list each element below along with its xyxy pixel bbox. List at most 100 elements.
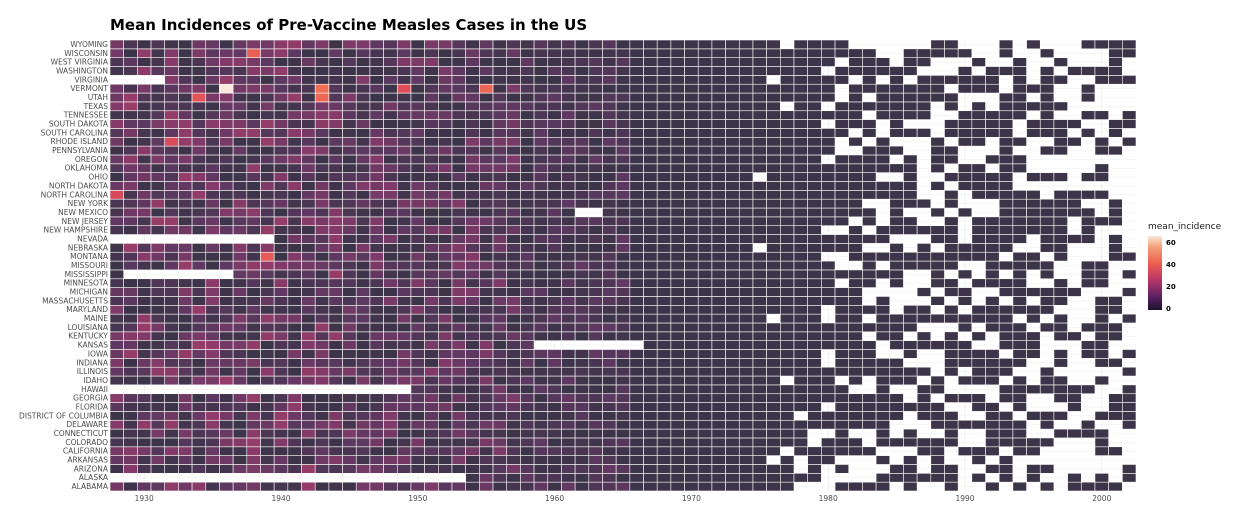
heatmap-cell — [301, 207, 316, 218]
heatmap-cell — [533, 181, 549, 191]
heatmap-cell — [1067, 287, 1082, 297]
heatmap-cell — [561, 464, 576, 474]
heatmap-cell — [889, 66, 904, 76]
heatmap-cell — [465, 154, 480, 165]
heatmap-cell — [643, 75, 658, 85]
heatmap-cell — [780, 384, 795, 395]
heatmap-cell — [164, 287, 179, 297]
heatmap-cell — [629, 269, 644, 280]
heatmap-cell — [643, 48, 658, 58]
heatmap-cell — [164, 181, 179, 191]
heatmap-cell — [328, 313, 343, 324]
heatmap-cell — [383, 39, 398, 50]
heatmap-cell — [479, 57, 494, 67]
heatmap-cell — [834, 269, 850, 280]
heatmap-cell — [410, 110, 425, 120]
heatmap-cell — [410, 251, 425, 262]
heatmap-cell — [547, 287, 562, 297]
heatmap-cell — [396, 198, 412, 209]
heatmap-cell — [1094, 39, 1109, 50]
heatmap-cell — [752, 234, 767, 244]
heatmap-cell — [342, 402, 357, 412]
heatmap-cell — [793, 225, 808, 235]
heatmap-cell — [574, 349, 590, 359]
heatmap-cell — [1026, 446, 1041, 456]
heatmap-cell — [465, 304, 480, 315]
heatmap-cell — [314, 428, 330, 439]
heatmap-cell — [862, 349, 877, 359]
heatmap-cell — [1094, 296, 1109, 306]
heatmap-cell — [547, 322, 562, 333]
legend-tick-label: 60 — [1166, 238, 1176, 247]
heatmap-cell — [684, 349, 699, 359]
heatmap-cell — [273, 296, 289, 306]
heatmap-cell — [547, 119, 562, 129]
heatmap-cell — [574, 269, 590, 280]
heatmap-cell — [875, 402, 891, 412]
heatmap-cell — [944, 304, 959, 315]
heatmap-cell — [670, 145, 685, 156]
heatmap-cell — [752, 269, 767, 280]
heatmap-cell — [821, 234, 836, 244]
heatmap-cell — [615, 198, 631, 209]
heatmap-cell — [971, 331, 986, 341]
heatmap-cell — [232, 446, 248, 456]
heatmap-cell — [807, 163, 822, 173]
heatmap-cell — [123, 358, 138, 368]
heatmap-cell — [752, 83, 767, 94]
heatmap-cell — [807, 464, 822, 474]
heatmap-cell — [1053, 75, 1068, 85]
heatmap-cell — [752, 358, 767, 368]
heatmap-cell — [533, 75, 549, 85]
heatmap-cell — [479, 83, 494, 94]
heatmap-cell — [520, 455, 535, 465]
heatmap-cell — [547, 57, 562, 67]
heatmap-cell — [410, 446, 425, 456]
heatmap-cell — [301, 181, 316, 191]
heatmap-cell — [1122, 349, 1137, 359]
heatmap-cell — [629, 313, 644, 324]
heatmap-cell — [711, 419, 726, 430]
heatmap-cell — [875, 331, 891, 341]
heatmap-cell — [137, 83, 152, 94]
heatmap-cell — [561, 349, 576, 359]
heatmap-cell — [1026, 207, 1041, 218]
heatmap-cell — [738, 75, 754, 85]
heatmap-cell — [205, 287, 220, 297]
heatmap-cell — [342, 455, 357, 465]
heatmap-cell — [191, 101, 207, 112]
heatmap-cell — [314, 322, 330, 333]
heatmap-cell — [588, 419, 603, 430]
heatmap-cell — [821, 278, 836, 288]
heatmap-cell — [670, 296, 685, 306]
heatmap-cell — [1012, 287, 1027, 297]
heatmap-cell — [109, 287, 124, 297]
heatmap-cell — [629, 207, 644, 218]
heatmap-cell — [191, 66, 207, 76]
heatmap-cell — [438, 269, 453, 280]
heatmap-cell — [123, 340, 138, 350]
heatmap-cell — [971, 128, 986, 138]
heatmap-cell — [479, 251, 494, 262]
heatmap-cell — [219, 340, 234, 350]
heatmap-cell — [670, 163, 685, 173]
y-tick-label: VIRGINIA — [74, 75, 108, 84]
heatmap-cell — [150, 48, 166, 58]
heatmap-cell — [219, 358, 234, 368]
heatmap-cell — [479, 136, 494, 147]
heatmap-cell — [588, 57, 603, 67]
heatmap-cell — [123, 198, 138, 209]
heatmap-cell — [150, 419, 166, 430]
heatmap-cell — [780, 278, 795, 288]
heatmap-cell — [438, 322, 453, 333]
heatmap-cell — [561, 437, 576, 448]
heatmap-cell — [506, 473, 521, 483]
heatmap-cell — [930, 48, 945, 58]
heatmap-cell — [944, 234, 959, 244]
heatmap-cell — [629, 48, 644, 58]
heatmap-cell — [314, 128, 330, 138]
heatmap-cell — [164, 92, 179, 103]
heatmap-cell — [574, 296, 590, 306]
heatmap-cell — [451, 57, 466, 67]
heatmap-cell — [738, 83, 754, 94]
